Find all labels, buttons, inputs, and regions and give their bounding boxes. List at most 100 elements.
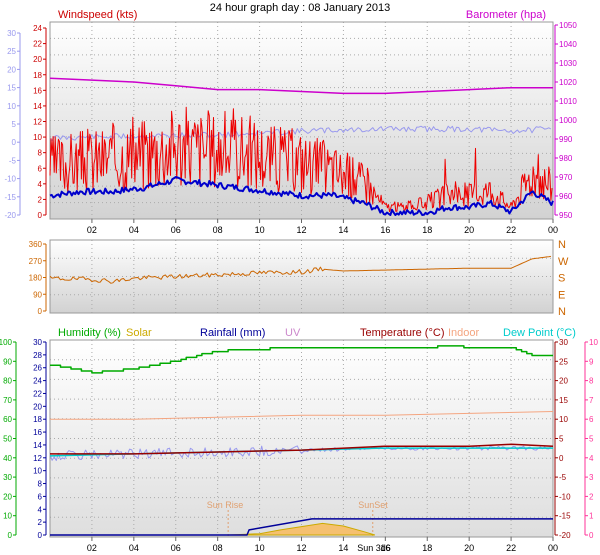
panel3-axes: 1009080706050403020100302826242220181614… (0, 338, 598, 553)
y-tick-label: -10 (559, 492, 571, 501)
y-tick-label: 970 (559, 173, 573, 182)
solar-label: Solar (126, 327, 152, 339)
y-tick-label: 50 (3, 435, 12, 444)
windspeed-axis-label: Windspeed (kts) (58, 9, 137, 21)
x-tick-label: 14 (338, 543, 348, 553)
x-tick-label: 06 (171, 543, 181, 553)
y-tick-label: 8 (38, 149, 43, 158)
y-tick-label: 0 (38, 211, 43, 220)
y-tick-label: 270 (29, 257, 43, 266)
panel1-series (49, 77, 554, 216)
panel2-series (49, 255, 551, 284)
y-tick-label: 2 (38, 195, 43, 204)
y-tick-label: 20 (559, 377, 568, 386)
sun-axis-label: Sun 3d6 (357, 543, 391, 553)
rainfall-series (50, 518, 553, 536)
x-tick-label: 20 (464, 543, 474, 553)
x-tick-label: 22 (506, 543, 516, 553)
y-tick-label: 2 (589, 492, 594, 501)
y-tick-label: -10 (4, 175, 16, 184)
y-tick-label: 40 (3, 454, 12, 463)
x-tick-label: 12 (296, 225, 306, 235)
indoor-series (50, 411, 554, 420)
y-tick-label: 80 (3, 377, 12, 386)
humidity-label: Humidity (%) (58, 327, 121, 339)
y-tick-label: 20 (33, 402, 42, 411)
y-tick-label: 10 (33, 467, 42, 476)
y-tick-label: 16 (33, 428, 42, 437)
y-tick-label: 28 (33, 351, 42, 360)
y-tick-label: 30 (559, 338, 568, 347)
y-tick-label: 24 (33, 377, 42, 386)
x-tick-label: 16 (380, 543, 390, 553)
x-tick-label: 14 (338, 225, 348, 235)
barometer-series (49, 77, 553, 95)
y-tick-label: 20 (33, 55, 42, 64)
y-tick-label: 5 (589, 435, 594, 444)
x-tick-label: 16 (380, 225, 390, 235)
y-tick-label: 6 (589, 415, 594, 424)
y-tick-label: 0 (38, 531, 43, 540)
y-tick-label: 7 (589, 396, 594, 405)
humidity-temperature-panel: Humidity (%) Solar Rainfall (mm) UV Temp… (0, 327, 598, 553)
y-tick-label: 1050 (559, 21, 577, 30)
x-tick-label: 00 (548, 225, 558, 235)
y-tick-label: 8 (38, 480, 43, 489)
y-tick-label: -20 (4, 211, 16, 220)
x-tick-label: 22 (506, 225, 516, 235)
x-tick-label: 02 (87, 225, 97, 235)
chart-title: 24 hour graph day : 08 January 2013 (210, 2, 390, 14)
x-tick-label: 18 (422, 543, 432, 553)
y-tick-label: 100 (0, 338, 13, 347)
y-tick-label: 25 (559, 357, 568, 366)
y-tick-label: 980 (559, 154, 573, 163)
y-tick-label: 4 (589, 454, 594, 463)
y-tick-label: -5 (559, 473, 567, 482)
x-tick-label: 04 (129, 543, 139, 553)
y-tick-label: 950 (559, 211, 573, 220)
compass-label: E (558, 289, 565, 301)
y-tick-label: 30 (3, 473, 12, 482)
sunrise-label: Sun Rise (207, 500, 244, 510)
rainfall-label: Rainfall (mm) (200, 327, 265, 339)
y-tick-label: 10 (559, 415, 568, 424)
panel3-series (49, 345, 554, 537)
compass-label: W (558, 256, 569, 268)
y-tick-label: 30 (7, 29, 16, 38)
y-tick-label: 25 (7, 47, 16, 56)
y-tick-label: 12 (33, 454, 42, 463)
y-tick-label: 20 (3, 492, 12, 501)
y-tick-label: 1000 (559, 116, 577, 125)
y-tick-label: 180 (29, 274, 43, 283)
y-tick-label: 26 (33, 364, 42, 373)
compass-label: S (558, 273, 565, 285)
gust-series (49, 106, 553, 213)
y-tick-label: 16 (33, 86, 42, 95)
y-tick-label: 24 (33, 24, 42, 33)
y-tick-label: 15 (559, 396, 568, 405)
x-tick-label: 02 (87, 543, 97, 553)
indoor-label: Indoor (448, 327, 480, 339)
y-tick-label: 30 (33, 338, 42, 347)
y-tick-label: 6 (38, 164, 43, 173)
y-tick-label: 90 (33, 290, 42, 299)
y-tick-label: 1040 (559, 40, 577, 49)
y-tick-label: 10 (3, 512, 12, 521)
temperature-series (50, 443, 554, 455)
x-tick-label: 08 (213, 543, 223, 553)
y-tick-label: 15 (7, 84, 16, 93)
y-tick-label: 18 (33, 415, 42, 424)
y-tick-label: 22 (33, 40, 42, 49)
y-tick-label: 10 (33, 133, 42, 142)
y-tick-label: 5 (12, 120, 17, 129)
x-tick-label: 20 (464, 225, 474, 235)
y-tick-label: 8 (589, 377, 594, 386)
humidity-series (50, 345, 553, 374)
y-tick-label: 0 (8, 531, 13, 540)
y-tick-label: 0 (589, 531, 594, 540)
sunset-label: SunSet (358, 500, 388, 510)
y-tick-label: 360 (29, 240, 43, 249)
